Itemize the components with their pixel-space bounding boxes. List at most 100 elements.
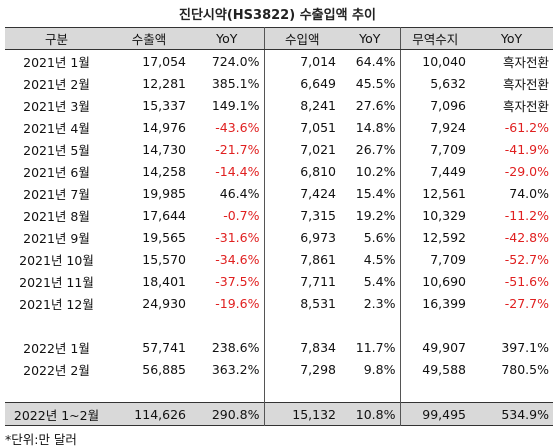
table-cell: 46.4% — [190, 182, 265, 204]
table-row: 2021년 11월 18,401 -37.5% 7,711 5.4% 10,690 -51.… — [5, 270, 553, 292]
table-row: 2021년 2월 12,281 385.1% 6,649 45.5% 5,632 흑자전환 — [5, 72, 553, 94]
table-cell: 363.2% — [190, 358, 265, 380]
table-cell: 397.1% — [501, 339, 549, 355]
table-cell: 2.3% — [340, 292, 401, 314]
table-cell: 7,021 — [300, 141, 336, 157]
table-cell: 12,281 — [142, 75, 186, 91]
header-cell: YoY — [190, 27, 265, 50]
table-row: 2021년 1월 17,054 724.0% 7,014 64.4% 10,040 흑자전환 — [5, 49, 553, 72]
table-body: 2021년 1월 17,054 724.0% 7,014 64.4% 10,040 흑자전환… — [5, 49, 553, 426]
spacer-cell — [108, 380, 190, 403]
spacer-cell — [264, 380, 340, 403]
table-cell: 8,241 — [300, 97, 336, 113]
table-cell: 2021년 8월 — [23, 208, 90, 224]
table-cell: -61.2% — [504, 119, 549, 135]
table-cell: 7,924 — [430, 119, 466, 135]
table-cell: 2022년 2월 — [23, 362, 90, 378]
table-cell: 64.4% — [340, 49, 401, 72]
table-cell: 99,495 — [400, 402, 470, 426]
footnote: *단위:만 달러 — [5, 432, 77, 447]
table-cell: 5.6% — [340, 226, 401, 248]
table-cell: -34.6% — [190, 248, 265, 270]
table-cell: -21.7% — [190, 138, 265, 160]
table-cell: -43.6% — [190, 116, 265, 138]
table-cell: -52.7% — [504, 251, 549, 267]
table-cell: 16,399 — [422, 295, 466, 311]
table-cell: 10.2% — [340, 160, 401, 182]
table-cell: 5,632 — [430, 75, 466, 91]
table-cell: 5.4% — [340, 270, 401, 292]
table-cell: -27.7% — [504, 295, 549, 311]
table-cell: 6,810 — [300, 163, 336, 179]
table-cell: 114,626 — [108, 402, 190, 426]
table-cell: 6,649 — [300, 75, 336, 91]
table-cell: 26.7% — [340, 138, 401, 160]
spacer-cell — [264, 314, 340, 336]
header-cell: YoY — [470, 27, 553, 50]
table-row: 2021년 4월 14,976 -43.6% 7,051 14.8% 7,924 -61.2… — [5, 116, 553, 138]
table-cell: 45.5% — [340, 72, 401, 94]
table-cell: 27.6% — [340, 94, 401, 116]
table-cell: 2021년 11월 — [19, 274, 94, 290]
table-cell: 7,709 — [430, 251, 466, 267]
spacer-cell — [340, 314, 401, 336]
table-cell: 7,711 — [300, 273, 336, 289]
header-cell: 수출액 — [108, 27, 190, 50]
table-cell: 7,051 — [300, 119, 336, 135]
table-cell: 2021년 7월 — [23, 186, 90, 202]
table-cell: 534.9% — [470, 402, 553, 426]
table-row: 2021년 8월 17,644 -0.7% 7,315 19.2% 10,329 -11.2… — [5, 204, 553, 226]
table-cell: -11.2% — [504, 207, 549, 223]
table-cell: 15,337 — [142, 97, 186, 113]
table-cell: 290.8% — [190, 402, 265, 426]
table-cell: 14,730 — [142, 141, 186, 157]
table-cell: 8,531 — [300, 295, 336, 311]
table-row: 2021년 12월 24,930 -19.6% 8,531 2.3% 16,399 -27.… — [5, 292, 553, 314]
table-cell: 7,861 — [300, 251, 336, 267]
table-cell: 흑자전환 — [502, 54, 549, 70]
spacer-cell — [400, 380, 470, 403]
table-cell: 7,449 — [430, 163, 466, 179]
table-cell: 10.8% — [340, 402, 401, 426]
table-cell: 흑자전환 — [502, 76, 549, 92]
table-cell: 10,329 — [422, 207, 466, 223]
table-cell: 24,930 — [142, 295, 186, 311]
table-cell: 17,644 — [142, 207, 186, 223]
table-cell: -19.6% — [190, 292, 265, 314]
table-cell: 238.6% — [190, 336, 265, 358]
table-cell: 11.7% — [340, 336, 401, 358]
table-cell: 12,561 — [422, 185, 466, 201]
table-cell: 15.4% — [340, 182, 401, 204]
table-cell: 14.8% — [340, 116, 401, 138]
table-cell: -14.4% — [190, 160, 265, 182]
table-cell: 2021년 1월 — [23, 54, 90, 70]
spacer-cell — [400, 314, 470, 336]
header-row: 구분 수출액 YoY 수입액 YoY 무역수지 YoY — [5, 27, 553, 50]
table-cell: 7,014 — [300, 53, 336, 69]
table-cell: -41.9% — [504, 141, 549, 157]
table-cell: 780.5% — [501, 361, 549, 377]
table-row: 2021년 10월 15,570 -34.6% 7,861 4.5% 7,709 -52.7… — [5, 248, 553, 270]
title: 진단시약(HS3822) 수출입액 추이 — [179, 8, 376, 23]
table-cell: 7,834 — [300, 339, 336, 355]
table-cell: 10,040 — [422, 53, 466, 69]
spacer-row — [5, 314, 553, 336]
spacer-cell — [470, 314, 553, 336]
table-cell: 15,570 — [142, 251, 186, 267]
table-cell: 7,424 — [300, 185, 336, 201]
table-row: 2022년 1월 57,741 238.6% 7,834 11.7% 49,907 397.… — [5, 336, 553, 358]
table-cell: 7,096 — [430, 97, 466, 113]
spacer-cell — [5, 380, 108, 403]
table-cell: 19,985 — [142, 185, 186, 201]
spacer-cell — [470, 380, 553, 403]
table-cell: 2021년 5월 — [23, 142, 90, 158]
table-cell: -51.6% — [504, 273, 549, 289]
table-cell: 12,592 — [422, 229, 466, 245]
table-cell: 19.2% — [340, 204, 401, 226]
trade-table: 구분 수출액 YoY 수입액 YoY 무역수지 YoY 2021년 1월 17,054 724.… — [5, 27, 553, 426]
table-cell: 4.5% — [340, 248, 401, 270]
table-row: 2021년 9월 19,565 -31.6% 6,973 5.6% 12,592 -42.8… — [5, 226, 553, 248]
table-cell: 7,298 — [300, 361, 336, 377]
spacer-cell — [190, 380, 265, 403]
table-cell: 56,885 — [142, 361, 186, 377]
